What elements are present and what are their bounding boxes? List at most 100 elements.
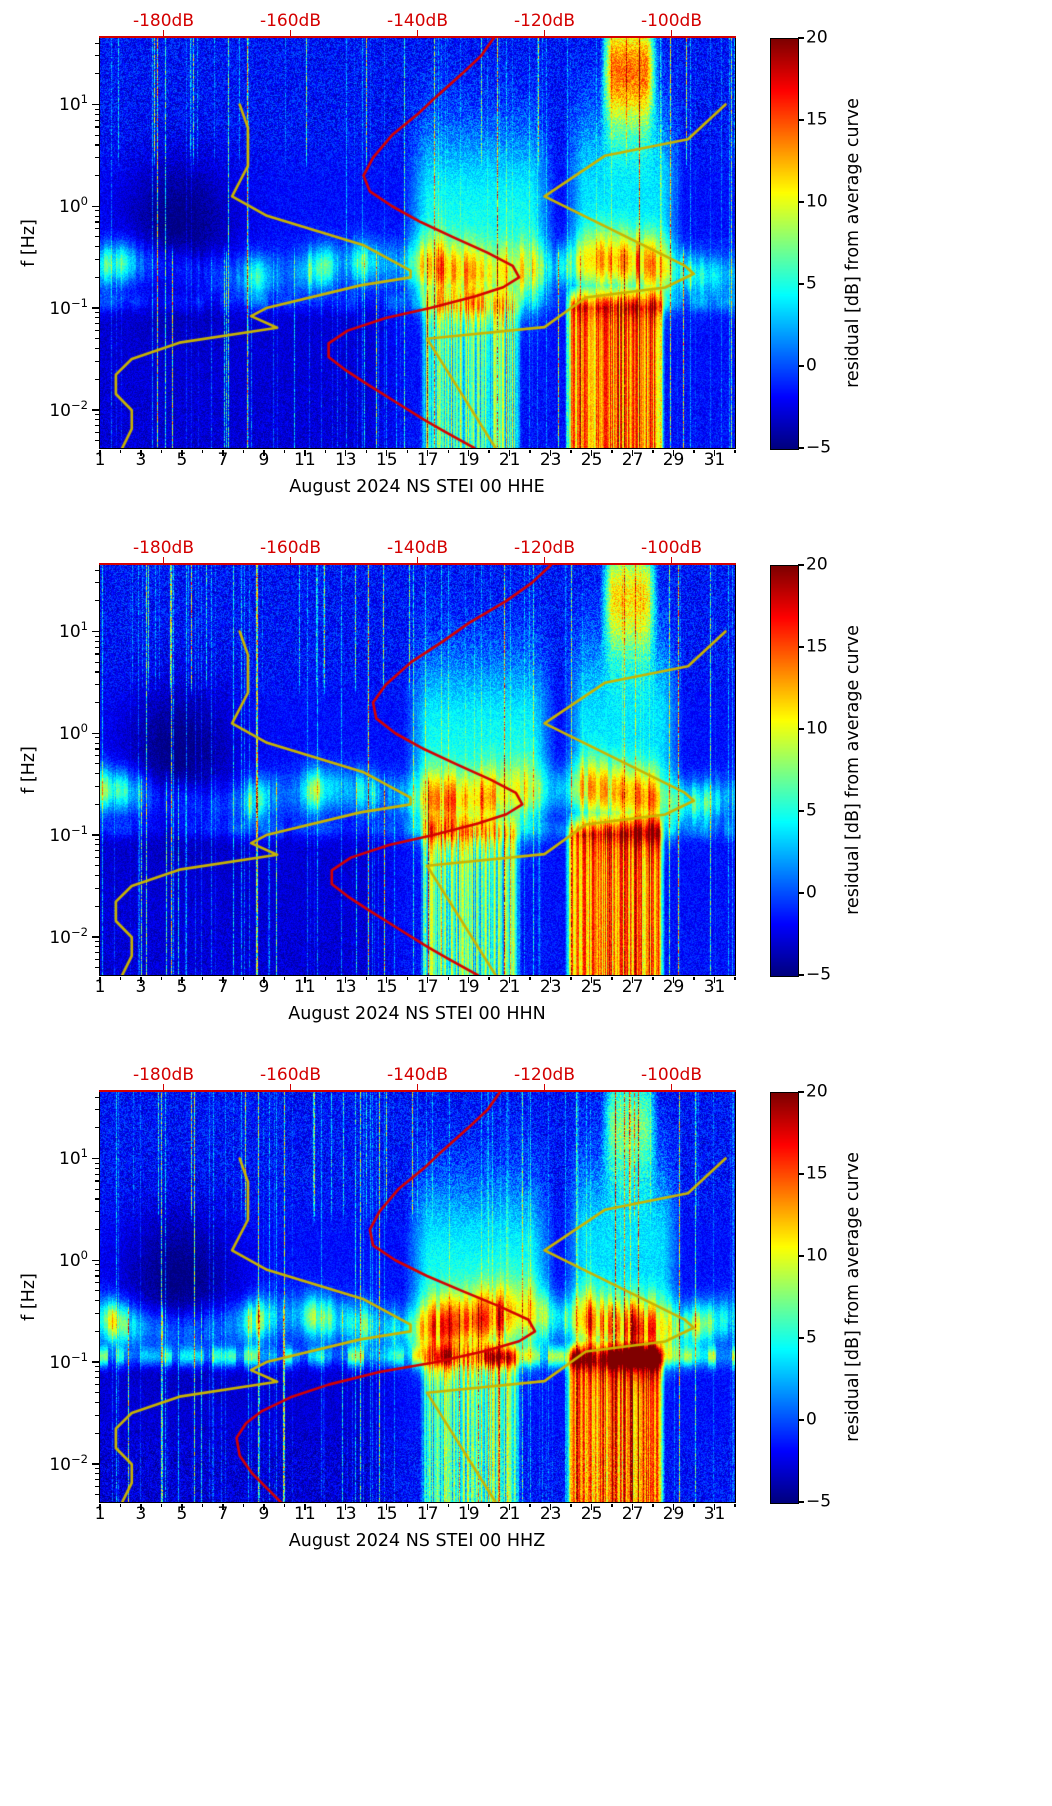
- x-minor-tick: [242, 976, 245, 980]
- colorbar-tick-label: 10: [806, 1245, 828, 1266]
- y-tick-label: 10−2: [49, 1452, 88, 1475]
- psd-overlay-curves: [100, 38, 735, 448]
- colorbar-tick-label: −5: [806, 964, 832, 985]
- bottom-spine: [98, 448, 737, 450]
- y-axis-label: f [Hz]: [19, 1273, 39, 1321]
- x-major-tick: [345, 976, 347, 984]
- top-db-tick: [543, 1083, 546, 1091]
- colorbar-gradient: [771, 1093, 798, 1503]
- x-major-tick: [427, 449, 429, 457]
- y-minor-tick: [95, 635, 99, 637]
- x-minor-tick: [283, 976, 286, 980]
- x-minor-tick: [734, 449, 736, 453]
- top-db-label: -180dB: [132, 1065, 195, 1085]
- x-tick-label: 19: [457, 450, 480, 470]
- top-db-label: -160dB: [259, 538, 322, 558]
- x-major-tick: [590, 1503, 593, 1511]
- y-minor-tick: [95, 850, 99, 852]
- y-tick-label: 100: [59, 721, 88, 745]
- x-major-tick: [713, 1503, 716, 1511]
- x-major-tick: [386, 449, 388, 457]
- y-minor-tick: [95, 1180, 99, 1182]
- psd-overlay-curves: [100, 1092, 735, 1502]
- top-db-label: -100dB: [640, 11, 703, 31]
- x-major-tick: [631, 976, 634, 984]
- y-tick-label: 101: [59, 619, 88, 643]
- x-minor-tick: [201, 1503, 204, 1507]
- x-tick-label: 27: [621, 1504, 644, 1524]
- x-tick-label: 13: [334, 450, 357, 470]
- y-minor-tick: [95, 276, 99, 278]
- x-tick-label: 27: [621, 977, 644, 997]
- colorbar-tick: [798, 119, 805, 121]
- colorbar-tick: [798, 283, 805, 285]
- top-db-tick: [416, 556, 419, 564]
- y-tick-label: 10−1: [49, 296, 88, 319]
- y-minor-tick: [95, 175, 99, 177]
- x-major-tick: [345, 449, 347, 457]
- top-db-tick: [416, 29, 419, 37]
- colorbar-tick-label: 20: [806, 27, 828, 48]
- x-minor-tick: [406, 976, 408, 980]
- x-major-tick: [549, 976, 552, 984]
- x-minor-tick: [447, 1503, 449, 1507]
- x-minor-tick: [447, 976, 449, 980]
- top-db-tick: [670, 29, 673, 37]
- x-major-tick: [672, 1503, 675, 1511]
- x-major-tick: [508, 1503, 511, 1511]
- x-major-tick: [222, 976, 224, 984]
- left-spine: [98, 37, 100, 449]
- y-minor-tick: [95, 600, 99, 602]
- x-minor-tick: [242, 1503, 245, 1507]
- colorbar-tick-label: 0: [806, 355, 817, 376]
- y-minor-tick: [95, 55, 99, 57]
- x-tick-label: 1: [94, 977, 106, 997]
- y-minor-tick: [95, 1371, 99, 1373]
- x-major-tick: [468, 449, 470, 457]
- y-minor-tick: [95, 360, 99, 362]
- colorbar: [770, 38, 799, 450]
- bottom-spine: [98, 975, 737, 977]
- x-tick-label: 23: [539, 450, 562, 470]
- x-minor-tick: [324, 1503, 326, 1507]
- top-db-tick: [162, 1083, 165, 1091]
- y-minor-tick: [95, 1127, 99, 1129]
- colorbar-tick-label: 15: [806, 636, 828, 657]
- plot-area: [100, 565, 735, 975]
- top-db-label: -120dB: [513, 1065, 576, 1085]
- x-major-tick: [263, 1503, 265, 1511]
- y-minor-tick: [95, 157, 99, 159]
- y-minor-tick: [95, 905, 99, 907]
- top-db-label: -140dB: [386, 11, 449, 31]
- x-minor-tick: [324, 449, 326, 453]
- colorbar-tick-label: 15: [806, 109, 828, 130]
- y-minor-tick: [95, 865, 99, 867]
- y-minor-tick: [95, 221, 99, 223]
- y-major-tick: [92, 732, 99, 734]
- y-minor-tick: [95, 803, 99, 805]
- colorbar-tick: [798, 365, 805, 367]
- top-spine-red: [98, 563, 737, 566]
- y-minor-tick: [95, 1198, 99, 1200]
- x-tick-label: 7: [217, 450, 229, 470]
- x-minor-tick: [447, 449, 449, 453]
- x-minor-tick: [570, 1503, 572, 1507]
- y-major-tick: [92, 630, 99, 633]
- top-db-label: -100dB: [640, 1065, 703, 1085]
- x-minor-tick: [693, 449, 695, 453]
- left-spine: [98, 564, 100, 976]
- x-major-tick: [140, 449, 142, 457]
- colorbar-tick: [798, 1501, 805, 1503]
- top-db-tick: [543, 556, 546, 564]
- y-minor-tick: [95, 1473, 99, 1475]
- axis-ticks-layer: [0, 1054, 1052, 1581]
- x-major-tick: [345, 1503, 347, 1511]
- top-db-label: -180dB: [132, 11, 195, 31]
- y-minor-tick: [95, 1485, 99, 1487]
- colorbar-label: residual [dB] from average curve: [843, 625, 863, 915]
- x-tick-label: 11: [294, 977, 316, 997]
- x-tick-label: 9: [258, 1504, 270, 1524]
- y-minor-tick: [95, 1478, 99, 1481]
- x-major-tick: [181, 976, 183, 984]
- y-minor-tick: [95, 569, 99, 571]
